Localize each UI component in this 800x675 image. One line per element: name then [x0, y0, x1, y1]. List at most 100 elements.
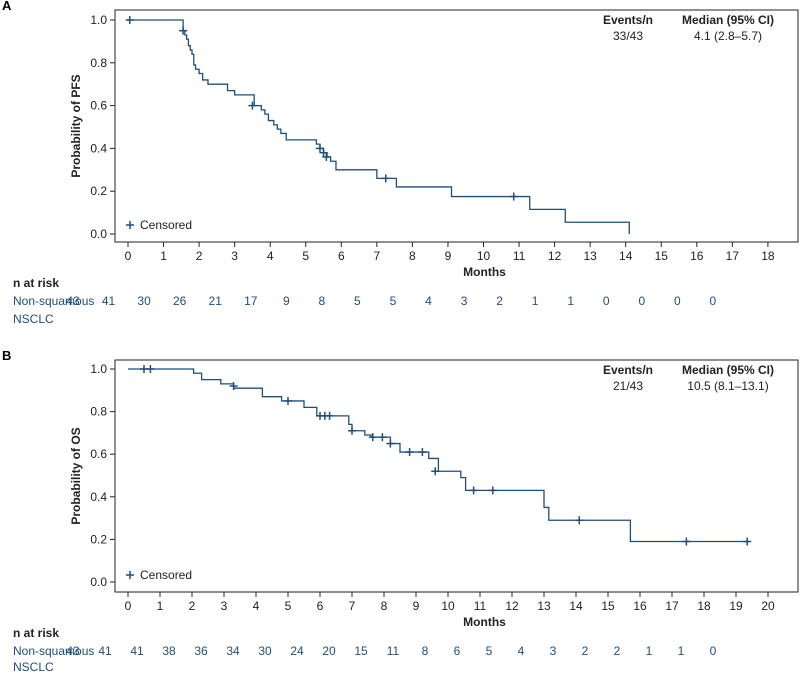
censor-mark	[125, 16, 134, 24]
plot-frame	[114, 9, 799, 243]
censor-mark	[418, 448, 427, 457]
x-tick-label: 11	[513, 249, 526, 263]
x-tick-label: 0	[125, 249, 132, 263]
events-value: 33/43	[613, 29, 643, 43]
risk-count: 36	[194, 644, 208, 658]
risk-count: 0	[674, 294, 681, 308]
legend-label: Censored	[140, 218, 192, 232]
censor-mark	[386, 439, 395, 448]
censor-mark	[682, 537, 691, 546]
panel-letter: B	[2, 348, 11, 363]
y-tick-label: 0.8	[90, 405, 107, 419]
y-tick-label: 0.2	[90, 184, 107, 198]
x-tick-label: 0	[125, 599, 132, 613]
censor-mark	[743, 537, 752, 546]
x-axis-title: Months	[463, 615, 506, 629]
y-tick-label: 0.0	[90, 575, 107, 589]
censor-mark	[378, 433, 387, 442]
x-tick-label: 6	[317, 599, 324, 613]
risk-count: 1	[532, 294, 539, 308]
y-axis-title: Probability of OS	[69, 427, 83, 524]
x-tick-label: 16	[690, 249, 704, 263]
risk-row-label-2: NSCLC	[13, 660, 54, 674]
risk-table-header: n at risk	[13, 276, 59, 290]
risk-row-label: Non-squamous	[13, 644, 94, 658]
risk-count: 2	[582, 644, 589, 658]
risk-count: 3	[461, 294, 468, 308]
x-tick-label: 11	[474, 599, 487, 613]
x-tick-label: 5	[285, 599, 292, 613]
risk-count: 2	[614, 644, 621, 658]
risk-count: 0	[710, 294, 717, 308]
risk-count: 30	[137, 294, 151, 308]
risk-count: 0	[638, 294, 645, 308]
km-curve	[128, 19, 630, 234]
censor-mark	[405, 448, 414, 457]
censor-mark	[229, 382, 238, 391]
censor-mark	[348, 426, 356, 435]
risk-count: 30	[258, 644, 272, 658]
x-tick-label: 18	[697, 599, 711, 613]
risk-count: 11	[387, 644, 400, 658]
events-value: 21/43	[613, 379, 643, 393]
censor-mark	[431, 467, 440, 476]
risk-count: 0	[710, 644, 717, 658]
risk-count: 9	[283, 294, 290, 308]
median-header: Median (95% CI)	[682, 13, 774, 27]
x-tick-label: 5	[302, 249, 309, 263]
km-panel-a: A0.00.20.40.60.81.00 1 2 3 4 5 6 7 8 9 10 11 12 13 14 1…	[2, 0, 799, 326]
risk-count: 1	[678, 644, 685, 658]
risk-count: 4	[518, 644, 525, 658]
x-tick-label: 15	[655, 249, 669, 263]
y-tick-label: 1.0	[90, 13, 107, 27]
x-tick-label: 9	[445, 249, 452, 263]
censor-mark	[368, 433, 377, 442]
risk-count: 41	[102, 294, 116, 308]
x-tick-label: 1	[160, 249, 167, 263]
x-tick-label: 16	[633, 599, 647, 613]
risk-count: 2	[496, 294, 503, 308]
risk-row-label-2: NSCLC	[13, 312, 54, 326]
risk-count: 24	[290, 644, 304, 658]
risk-count: 43	[66, 644, 80, 658]
censor-mark	[146, 365, 155, 373]
y-tick-label: 0.4	[90, 490, 107, 504]
y-tick-label: 1.0	[90, 362, 107, 376]
censor-mark	[284, 396, 292, 405]
y-tick-label: 0.2	[90, 532, 107, 546]
km-curve	[128, 368, 749, 543]
x-tick-label: 1	[157, 599, 164, 613]
median-value: 10.5 (8.1–13.1)	[687, 379, 768, 393]
x-tick-label: 10	[477, 249, 491, 263]
x-tick-label: 3	[231, 249, 238, 263]
plot-frame	[114, 359, 799, 593]
y-tick-label: 0.6	[90, 447, 107, 461]
censor-mark	[509, 192, 518, 201]
x-tick-label: 20	[761, 599, 775, 613]
x-tick-label: 13	[583, 249, 597, 263]
risk-count: 26	[173, 294, 187, 308]
risk-count: 41	[98, 644, 112, 658]
risk-count: 34	[226, 644, 240, 658]
risk-count: 8	[319, 294, 326, 308]
risk-count: 5	[390, 294, 397, 308]
x-tick-label: 14	[569, 599, 583, 613]
censor-mark	[488, 486, 497, 495]
panel-letter: A	[2, 0, 12, 13]
risk-row-label: Non-squamous	[13, 294, 94, 308]
x-tick-label: 4	[267, 249, 274, 263]
risk-count: 1	[646, 644, 653, 658]
risk-table-header: n at risk	[13, 626, 59, 640]
x-tick-label: 17	[665, 599, 679, 613]
x-tick-label: 18	[761, 249, 775, 263]
censor-mark	[469, 486, 478, 495]
x-tick-label: 10	[441, 599, 455, 613]
x-axis-title: Months	[463, 265, 506, 279]
events-header: Events/n	[603, 363, 653, 377]
x-tick-label: 9	[413, 599, 420, 613]
risk-count: 8	[422, 644, 429, 658]
risk-count: 0	[603, 294, 610, 308]
censor-mark	[319, 148, 328, 157]
risk-count: 3	[550, 644, 557, 658]
